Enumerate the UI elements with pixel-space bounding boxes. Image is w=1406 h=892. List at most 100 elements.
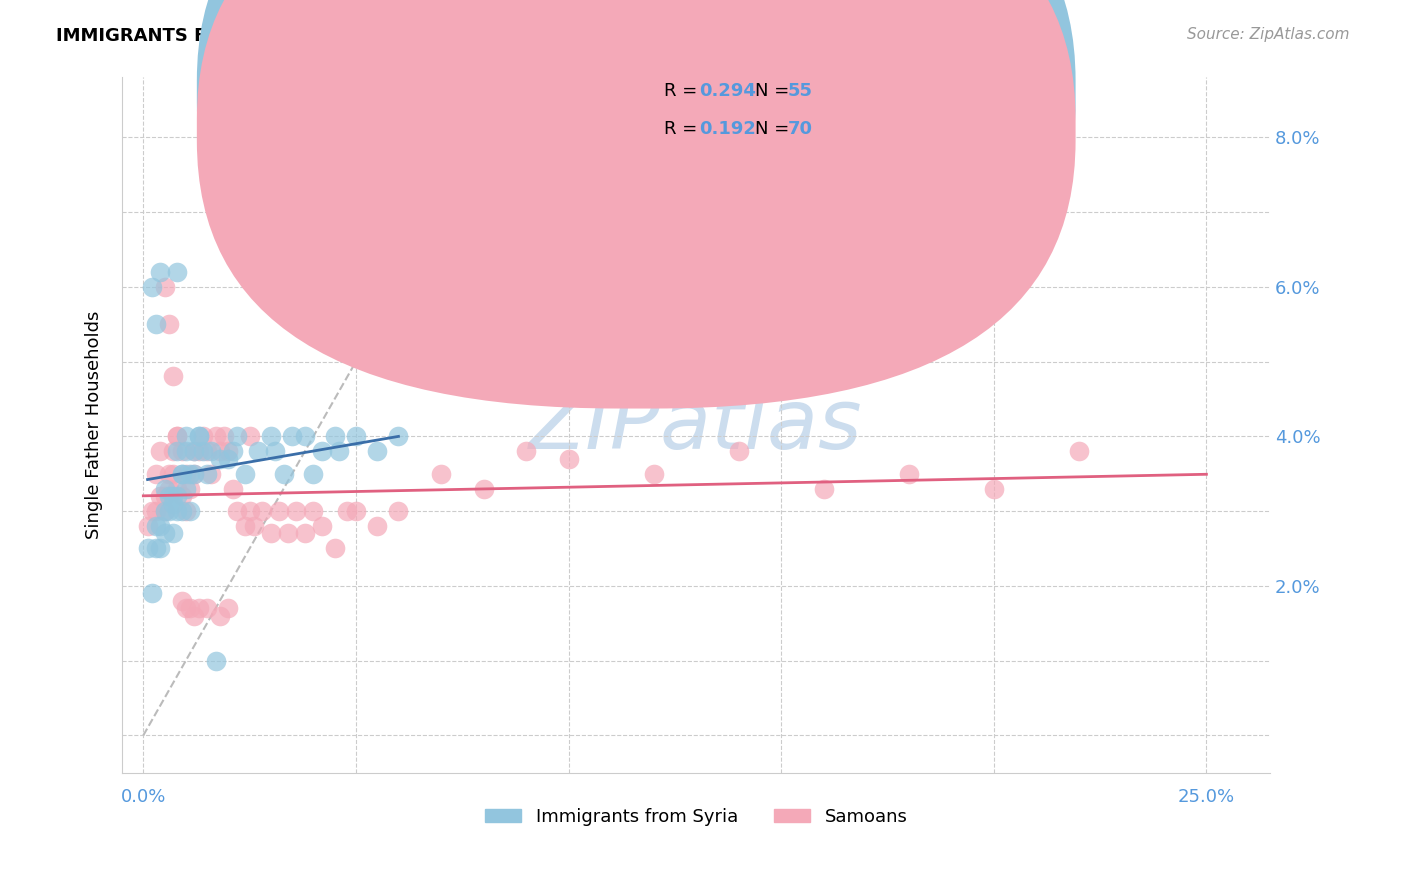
- Point: [191, 429, 214, 443]
- Point: [153, 526, 176, 541]
- Point: [217, 444, 239, 458]
- Point: [157, 482, 180, 496]
- Point: [149, 541, 172, 556]
- Point: [153, 504, 176, 518]
- Point: [153, 482, 176, 496]
- Point: [195, 444, 218, 458]
- Text: 70: 70: [787, 120, 813, 138]
- Text: IMMIGRANTS FROM SYRIA VS SAMOAN SINGLE FATHER HOUSEHOLDS CORRELATION CHART: IMMIGRANTS FROM SYRIA VS SAMOAN SINGLE F…: [56, 27, 977, 45]
- Point: [157, 489, 180, 503]
- Point: [264, 444, 287, 458]
- Point: [239, 429, 262, 443]
- Point: [179, 601, 201, 615]
- Text: Source: ZipAtlas.com: Source: ZipAtlas.com: [1187, 27, 1350, 42]
- Point: [183, 444, 205, 458]
- Point: [174, 482, 197, 496]
- Point: [557, 451, 579, 466]
- Point: [208, 444, 231, 458]
- Point: [174, 429, 197, 443]
- Point: [162, 489, 184, 503]
- Point: [145, 519, 167, 533]
- Point: [294, 526, 316, 541]
- Point: [179, 467, 201, 481]
- Point: [387, 429, 409, 443]
- Point: [247, 444, 270, 458]
- Point: [187, 429, 209, 443]
- Point: [285, 504, 308, 518]
- Point: [208, 451, 231, 466]
- Point: [170, 467, 193, 481]
- Text: N =: N =: [755, 82, 794, 100]
- Point: [366, 444, 388, 458]
- Point: [217, 451, 239, 466]
- Point: [187, 601, 209, 615]
- Point: [149, 489, 172, 503]
- Point: [643, 467, 665, 481]
- Point: [235, 519, 257, 533]
- Point: [141, 586, 163, 600]
- Point: [813, 482, 835, 496]
- Point: [302, 504, 325, 518]
- Point: [174, 601, 197, 615]
- Point: [235, 467, 257, 481]
- Point: [136, 541, 159, 556]
- Point: [195, 467, 218, 481]
- Point: [162, 467, 184, 481]
- Point: [515, 444, 537, 458]
- Point: [344, 504, 367, 518]
- Point: [162, 444, 184, 458]
- Text: N =: N =: [755, 120, 794, 138]
- Point: [269, 504, 291, 518]
- Point: [157, 504, 180, 518]
- Point: [166, 444, 188, 458]
- Point: [260, 429, 283, 443]
- Point: [344, 429, 367, 443]
- Point: [277, 526, 299, 541]
- Point: [221, 444, 243, 458]
- Point: [323, 429, 346, 443]
- Point: [166, 429, 188, 443]
- Point: [141, 280, 163, 294]
- Point: [136, 519, 159, 533]
- Point: [294, 429, 316, 443]
- Point: [145, 467, 167, 481]
- Point: [141, 504, 163, 518]
- Point: [174, 504, 197, 518]
- Text: 0.192: 0.192: [699, 120, 755, 138]
- Point: [243, 519, 266, 533]
- Point: [727, 444, 749, 458]
- Point: [174, 444, 197, 458]
- Point: [472, 482, 495, 496]
- Point: [195, 601, 218, 615]
- Point: [170, 594, 193, 608]
- Point: [153, 504, 176, 518]
- Point: [281, 429, 304, 443]
- Point: [183, 444, 205, 458]
- Point: [311, 519, 333, 533]
- Point: [183, 467, 205, 481]
- Point: [208, 608, 231, 623]
- Point: [166, 265, 188, 279]
- Point: [260, 526, 283, 541]
- Point: [149, 519, 172, 533]
- Point: [149, 444, 172, 458]
- Point: [162, 497, 184, 511]
- Point: [387, 504, 409, 518]
- Point: [302, 467, 325, 481]
- Point: [225, 504, 247, 518]
- Point: [212, 429, 235, 443]
- Point: [145, 541, 167, 556]
- Point: [179, 482, 201, 496]
- Point: [311, 444, 333, 458]
- Point: [366, 519, 388, 533]
- Text: 25.0%: 25.0%: [1178, 788, 1234, 805]
- Text: 0.0%: 0.0%: [121, 788, 166, 805]
- Point: [170, 504, 193, 518]
- Legend: Immigrants from Syria, Samoans: Immigrants from Syria, Samoans: [478, 801, 914, 833]
- Point: [328, 444, 350, 458]
- Point: [204, 654, 226, 668]
- Point: [225, 429, 247, 443]
- Point: [170, 467, 193, 481]
- Point: [187, 444, 209, 458]
- Point: [166, 429, 188, 443]
